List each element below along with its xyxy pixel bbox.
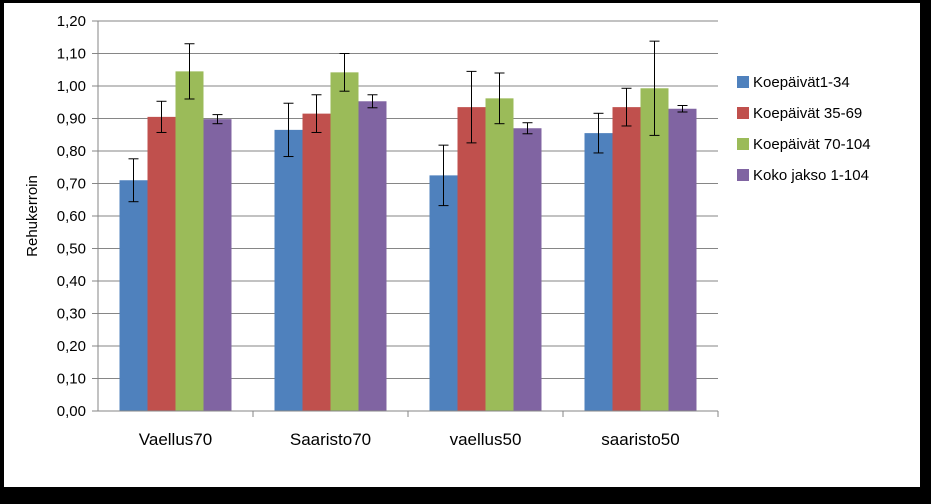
bar xyxy=(457,107,486,411)
bar xyxy=(429,175,458,411)
bar xyxy=(584,133,613,411)
y-tick-label: 0,30 xyxy=(57,306,86,323)
y-tick-label: 1,20 xyxy=(57,13,86,30)
x-tick-labels: Vaellus70 Saaristo70 vaellus50 saaristo50 xyxy=(139,430,680,449)
bar xyxy=(513,128,542,411)
legend-swatch xyxy=(737,169,749,181)
bar xyxy=(203,119,232,412)
y-tick-label: 0,60 xyxy=(57,208,86,225)
legend-label: Koko jakso 1-104 xyxy=(753,167,869,184)
legend-swatch xyxy=(737,138,749,150)
bar xyxy=(330,72,359,411)
bar xyxy=(640,88,669,412)
bar xyxy=(175,71,204,411)
y-tick-label: 0,80 xyxy=(57,143,86,160)
y-tick-label: 0,70 xyxy=(57,176,86,193)
y-tick-label: 0,20 xyxy=(57,338,86,355)
bar xyxy=(612,107,641,411)
legend-label: Koepäivät1-34 xyxy=(753,74,850,91)
bar xyxy=(274,129,303,411)
legend-swatch xyxy=(737,107,749,119)
x-tick-label: saaristo50 xyxy=(601,430,679,449)
bar xyxy=(302,113,331,411)
bar xyxy=(147,116,176,411)
y-tick-label: 1,00 xyxy=(57,78,86,95)
y-tick-label: 0,90 xyxy=(57,111,86,128)
legend-label: Koepäivät 70-104 xyxy=(753,136,871,153)
y-tick-label: 0,10 xyxy=(57,371,86,388)
legend: Koepäivät1-34 Koepäivät 35-69 Koepäivät 70… xyxy=(737,74,871,184)
x-tick-label: Vaellus70 xyxy=(139,430,212,449)
bar-series xyxy=(119,71,697,412)
error-bars xyxy=(128,40,688,207)
bar xyxy=(358,101,387,412)
legend-swatch xyxy=(737,76,749,88)
bar xyxy=(668,108,697,411)
y-tick-label: 0,00 xyxy=(57,403,86,420)
x-tick-label: vaellus50 xyxy=(450,430,522,449)
x-tick-label: Saaristo70 xyxy=(290,430,371,449)
axes xyxy=(92,20,719,417)
bar xyxy=(119,180,148,411)
y-tick-label: 0,40 xyxy=(57,273,86,290)
legend-label: Koepäivät 35-69 xyxy=(753,105,862,122)
y-tick-labels: 0,00 0,10 0,20 0,30 0,40 0,50 0,60 0,70 0,80 0,90… xyxy=(57,13,86,420)
bar xyxy=(485,98,514,411)
y-tick-label: 0,50 xyxy=(57,241,86,258)
y-axis-label: Rehukerroin xyxy=(24,175,41,257)
y-tick-label: 1,10 xyxy=(57,46,86,63)
